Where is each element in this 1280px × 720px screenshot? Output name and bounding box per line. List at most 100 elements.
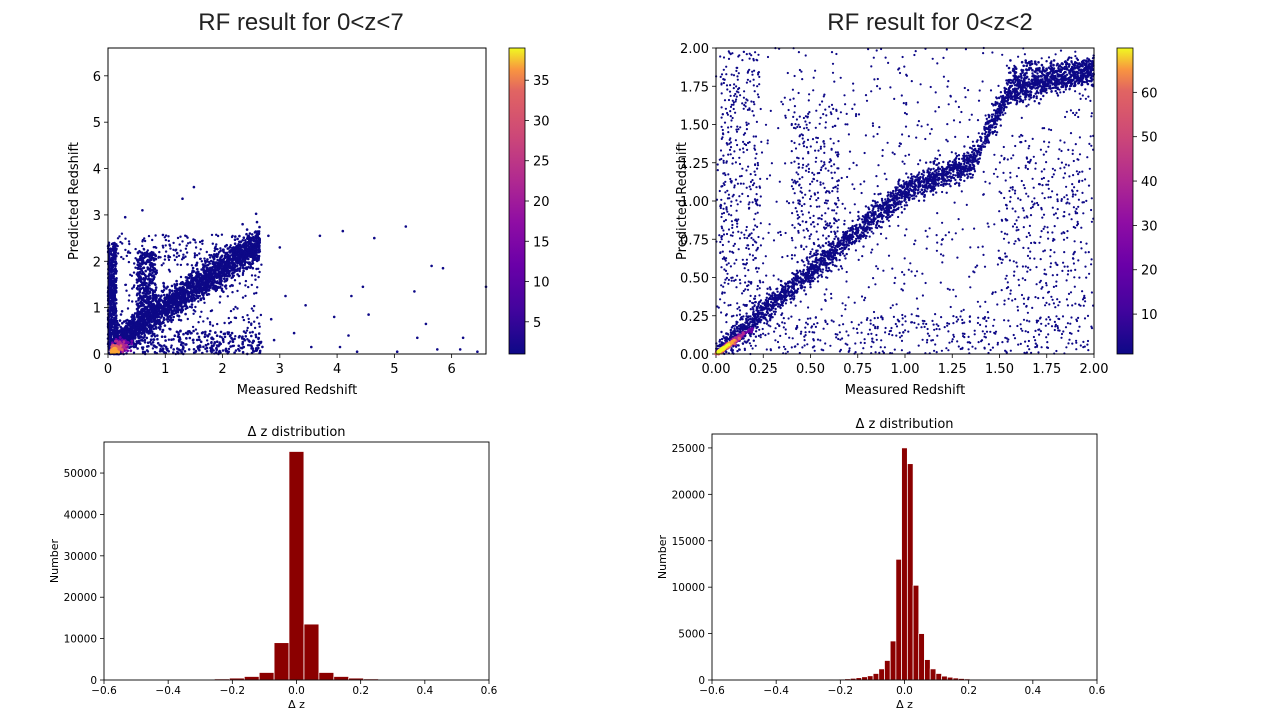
data-point (186, 332, 189, 336)
density-point (118, 347, 122, 350)
data-point (230, 265, 233, 269)
data-point (179, 263, 183, 267)
data-point (206, 342, 210, 346)
data-point (332, 315, 336, 319)
data-point (185, 251, 189, 254)
data-point (156, 318, 160, 322)
data-point (158, 327, 162, 331)
data-point (151, 305, 154, 308)
data-point (149, 302, 153, 305)
data-point (214, 331, 217, 334)
data-point (165, 302, 168, 306)
data-point (123, 215, 127, 219)
data-point (141, 209, 144, 212)
data-point (169, 346, 173, 349)
data-point (215, 344, 219, 347)
data-point (127, 327, 130, 331)
data-point (145, 331, 148, 334)
data-point (208, 253, 211, 257)
data-point (257, 340, 261, 344)
data-point (164, 244, 167, 247)
data-point (395, 350, 399, 354)
data-point (177, 292, 181, 295)
data-point (133, 327, 137, 331)
data-point (117, 331, 121, 335)
data-point (112, 330, 116, 334)
data-point (228, 335, 232, 338)
data-point (125, 254, 128, 258)
data-point (170, 309, 174, 313)
data-point (159, 325, 162, 328)
data-point (361, 285, 365, 289)
data-point (146, 341, 150, 345)
data-point (237, 347, 240, 351)
data-point (239, 251, 242, 255)
data-point (202, 282, 206, 286)
data-point (159, 316, 162, 319)
data-point (185, 299, 188, 302)
data-point (113, 286, 116, 289)
data-point (221, 349, 225, 352)
y-tick-label: 3 (93, 209, 101, 224)
data-point (995, 123, 998, 126)
data-point (161, 312, 164, 315)
data-point (143, 254, 147, 258)
data-point (109, 334, 113, 338)
data-point (134, 323, 138, 327)
data-point (766, 287, 769, 290)
data-point (257, 343, 261, 347)
data-point (253, 326, 257, 330)
data-point (197, 300, 200, 303)
data-point (203, 259, 207, 263)
data-point (179, 319, 183, 322)
data-point (120, 310, 124, 313)
data-point (188, 291, 191, 294)
data-point (255, 250, 258, 253)
data-point (219, 247, 222, 250)
data-point (221, 284, 224, 287)
data-point (774, 307, 777, 311)
data-point (216, 286, 219, 289)
data-point (127, 299, 131, 302)
data-point (244, 267, 247, 270)
data-point (241, 343, 244, 346)
data-point (250, 307, 254, 310)
data-point (254, 274, 257, 277)
data-point (193, 297, 197, 301)
data-point (204, 343, 207, 347)
data-point (113, 256, 117, 260)
data-point (224, 245, 227, 248)
data-point (942, 160, 945, 164)
colorbar-tick-label: 5 (533, 316, 541, 331)
data-point (185, 276, 189, 279)
data-point (181, 348, 184, 351)
data-point (251, 330, 254, 334)
data-point (179, 329, 182, 333)
data-point (154, 322, 157, 325)
data-point (218, 276, 222, 280)
data-point (248, 344, 251, 347)
x-tick-label: 1.50 (985, 362, 1014, 377)
x-tick-label: 0.75 (843, 362, 872, 377)
data-point (127, 240, 131, 243)
data-point (120, 333, 123, 337)
y-tick-label: 0.25 (680, 310, 709, 325)
data-point (147, 324, 150, 328)
data-point (238, 269, 241, 273)
data-point (111, 265, 114, 269)
data-point (179, 295, 182, 299)
data-point (158, 297, 162, 300)
data-point (195, 262, 199, 265)
data-point (197, 338, 201, 341)
data-point (257, 231, 261, 235)
data-point (203, 287, 206, 290)
density-point (129, 349, 133, 353)
data-point (178, 349, 182, 352)
data-point (141, 351, 145, 354)
data-point (186, 284, 189, 287)
data-point (137, 316, 141, 320)
data-point (146, 268, 150, 271)
data-point (227, 275, 231, 278)
data-point (180, 341, 183, 344)
data-point (222, 249, 225, 252)
